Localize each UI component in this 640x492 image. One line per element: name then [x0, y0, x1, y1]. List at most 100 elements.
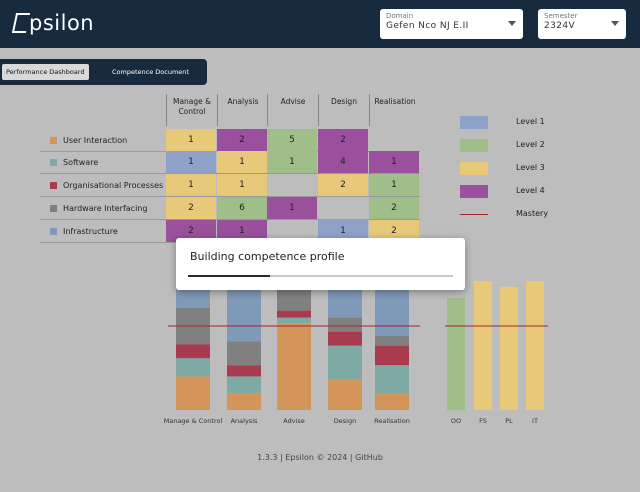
matrix-row-label: Infrastructure [50, 220, 165, 243]
matrix-column-header: Analysis [217, 94, 268, 126]
semester-select-label: Semester [544, 12, 578, 20]
legend-item: Mastery [460, 208, 580, 222]
matrix-cell[interactable] [318, 197, 368, 219]
legend-swatch [460, 162, 488, 175]
x-tick-label: Design [333, 417, 357, 425]
stacked-bar-segment [227, 341, 261, 366]
matrix-column-header: Manage & Control [166, 94, 217, 126]
semester-select[interactable]: Semester 2324V [538, 9, 626, 39]
x-tick-label: Analysis [230, 417, 258, 425]
semester-select-value: 2324V [544, 21, 576, 31]
loading-dialog: Building competence profile [176, 238, 465, 290]
logo-text: psilon [29, 11, 95, 35]
stacked-bar-segment [328, 331, 362, 346]
stacked-bar-segment [328, 345, 362, 380]
matrix-cell[interactable]: 1 [217, 151, 267, 173]
tab-bar: Performance Dashboard Competence Documen… [0, 59, 207, 85]
legend-swatch [460, 185, 488, 198]
x-tick-label: FS [479, 417, 487, 425]
stacked-bar-segment [328, 379, 362, 410]
top-bar: psilon Domain Gefen Nco NJ E.II Semester… [0, 0, 640, 48]
chevron-down-icon [611, 21, 619, 26]
legend-label: Level 2 [516, 140, 545, 149]
stacked-bar-segment [375, 335, 409, 346]
legend-swatch [460, 116, 488, 129]
x-tick-label: Manage & Control [163, 417, 223, 425]
matrix-cell[interactable]: 1 [267, 197, 317, 219]
category-name: Infrastructure [63, 227, 118, 236]
legend-label: Mastery [516, 209, 549, 218]
category-color-swatch [50, 205, 57, 212]
tab-performance-dashboard[interactable]: Performance Dashboard [2, 64, 89, 80]
matrix-cell[interactable] [369, 129, 419, 151]
bar [474, 281, 492, 410]
legend-label: Level 4 [516, 186, 545, 195]
matrix-cell[interactable]: 1 [267, 151, 317, 173]
matrix-cell[interactable]: 1 [166, 151, 216, 173]
row-divider [40, 196, 420, 197]
category-name: Hardware Interfacing [63, 204, 148, 213]
x-tick-label: Realisation [374, 417, 410, 425]
bar [526, 281, 544, 410]
matrix-cell[interactable]: 6 [217, 197, 267, 219]
x-tick-label: IT [532, 417, 538, 425]
app-logo[interactable]: psilon [11, 10, 95, 35]
domain-select-value: Gefen Nco NJ E.II [386, 21, 469, 31]
stacked-bar-segment [227, 365, 261, 377]
stacked-bar-segment [176, 358, 210, 377]
x-tick-label: PL [505, 417, 513, 425]
matrix-row-label: Software [50, 151, 165, 174]
matrix-cell[interactable]: 2 [369, 220, 419, 242]
matrix-cell[interactable]: 1 [217, 220, 267, 242]
legend-label: Level 3 [516, 163, 545, 172]
matrix-column-header: Advise [267, 94, 318, 126]
legend-swatch [460, 139, 488, 152]
stacked-bar-segment [227, 393, 261, 410]
matrix-cell[interactable]: 2 [369, 197, 419, 219]
bar [447, 298, 465, 410]
domain-select[interactable]: Domain Gefen Nco NJ E.II [380, 9, 523, 39]
matrix-cell[interactable]: 1 [166, 129, 216, 151]
stacked-bar-segment [227, 376, 261, 394]
progress-track [188, 275, 453, 277]
matrix-cell[interactable]: 1 [166, 174, 216, 196]
logo-e-mark [11, 13, 31, 33]
matrix-cell[interactable]: 2 [318, 174, 368, 196]
category-name: Organisational Processes [63, 181, 164, 190]
progress-bar [188, 275, 271, 277]
matrix-cell[interactable]: 1 [217, 174, 267, 196]
legend-item: Level 3 [460, 162, 580, 176]
matrix-cell[interactable]: 1 [369, 174, 419, 196]
matrix-cell[interactable]: 4 [318, 151, 368, 173]
stacked-bar-segment [277, 289, 311, 311]
matrix-row-label: User Interaction [50, 129, 165, 152]
stacked-bar-segment [176, 376, 210, 410]
bar [500, 286, 518, 410]
matrix-row-label: Hardware Interfacing [50, 197, 165, 220]
matrix-cell[interactable]: 2 [217, 129, 267, 151]
stacked-bar-segment [277, 323, 311, 410]
stacked-bar-segment [277, 317, 311, 324]
matrix-cell[interactable] [267, 174, 317, 196]
matrix-cell[interactable]: 2 [166, 220, 216, 242]
domain-select-label: Domain [386, 12, 414, 20]
matrix-cell[interactable]: 2 [318, 129, 368, 151]
category-color-swatch [50, 159, 57, 166]
stacked-bar-segment [328, 317, 362, 332]
mastery-line-sample [460, 214, 488, 215]
legend-label: Level 1 [516, 117, 545, 126]
matrix-cell[interactable]: 1 [369, 151, 419, 173]
tab-competence-document[interactable]: Competence Document [112, 68, 189, 76]
chevron-down-icon [508, 21, 516, 26]
competence-bar-charts [168, 270, 548, 410]
category-name: Software [63, 158, 99, 167]
legend-item: Level 4 [460, 185, 580, 199]
category-color-swatch [50, 228, 57, 235]
stacked-bar-segment [375, 393, 409, 410]
matrix-cell[interactable]: 2 [166, 197, 216, 219]
x-tick-label: Advise [283, 417, 305, 425]
legend-item: Level 1 [460, 116, 580, 130]
stacked-bar-segment [277, 310, 311, 318]
matrix-cell[interactable]: 5 [267, 129, 317, 151]
matrix-cell[interactable]: 1 [318, 220, 368, 242]
